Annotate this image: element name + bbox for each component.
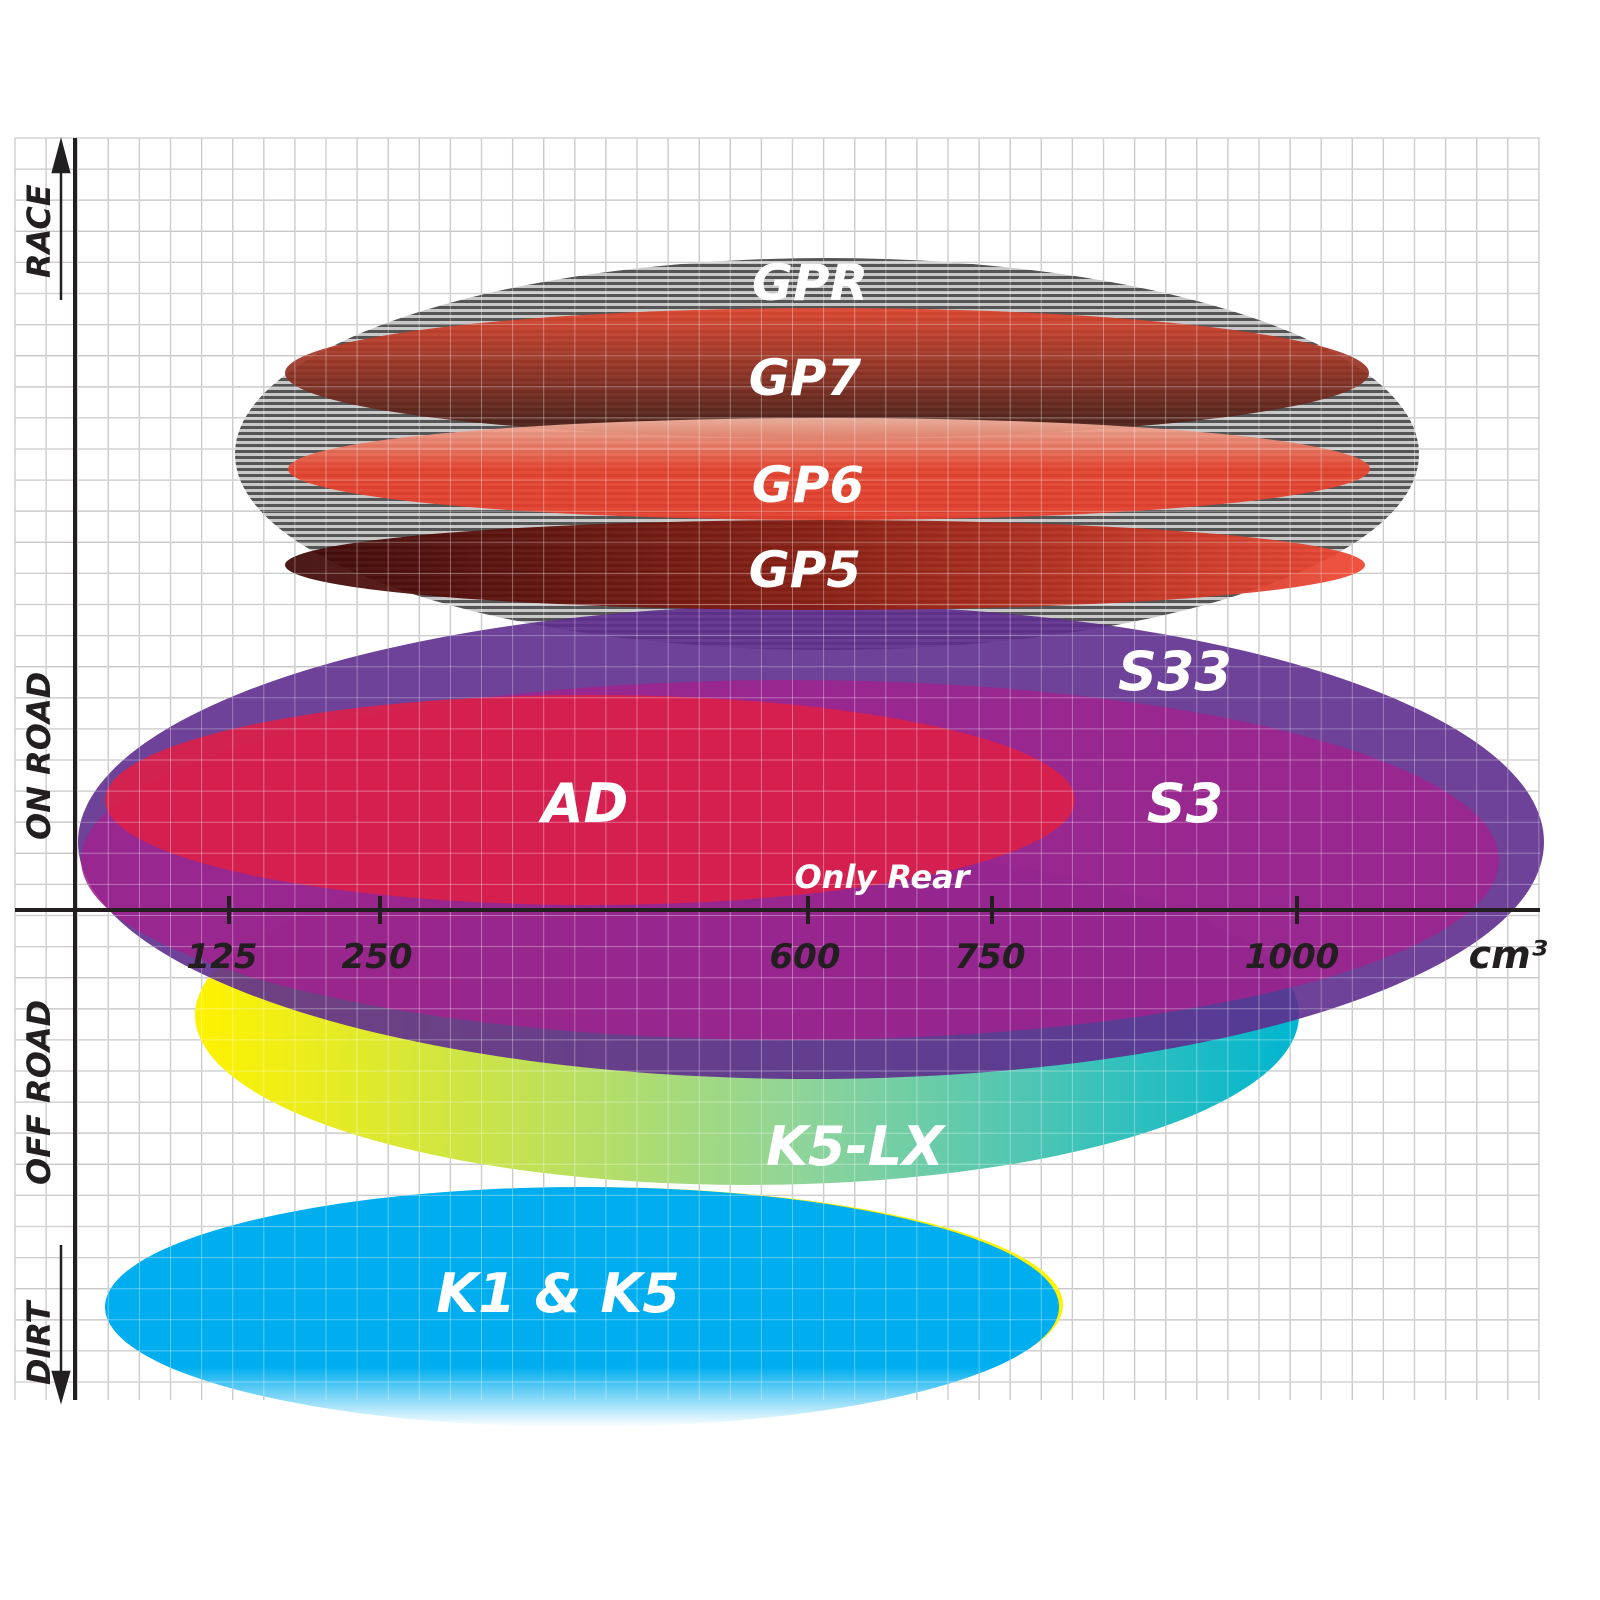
tick-label-1000: 1000 — [1245, 937, 1340, 977]
grid-overlay — [14, 137, 1540, 1400]
arrow-down-icon — [51, 1370, 71, 1405]
ellipse-gp5 — [285, 520, 1365, 610]
label-gp7: GP7 — [749, 349, 862, 407]
label-s33: S33 — [1118, 640, 1232, 703]
label-race: RACE — [20, 184, 58, 278]
label-gpr: GPR — [752, 254, 868, 312]
ellipse-k1-k5 — [105, 1187, 1059, 1427]
ellipse-ad — [105, 695, 1075, 905]
label-k5lx: K5-LX — [766, 1115, 946, 1178]
label-dirt: DIRT — [20, 1299, 58, 1385]
x-ticks — [227, 896, 1299, 924]
label-gp6: GP6 — [752, 456, 864, 514]
tick-label-250: 250 — [342, 937, 413, 977]
arrow-up-icon — [51, 137, 71, 174]
ellipse-gp6 — [288, 418, 1370, 520]
ellipse-gp7 — [285, 308, 1369, 438]
side-arrows — [51, 137, 71, 1405]
label-ad: AD — [538, 772, 629, 835]
tick-label-125: 125 — [187, 937, 258, 977]
label-on-road: ON ROAD — [20, 672, 58, 840]
label-off-road: OFF ROAD — [20, 1000, 58, 1185]
tick-label-750: 750 — [955, 937, 1026, 977]
label-gp5: GP5 — [749, 541, 861, 599]
label-only-rear: Only Rear — [794, 858, 971, 896]
label-s3: S3 — [1147, 772, 1223, 835]
tick-label-600: 600 — [770, 937, 841, 977]
label-k1-k5: K1 & K5 — [436, 1262, 680, 1325]
x-unit-label: cm³ — [1469, 933, 1548, 977]
